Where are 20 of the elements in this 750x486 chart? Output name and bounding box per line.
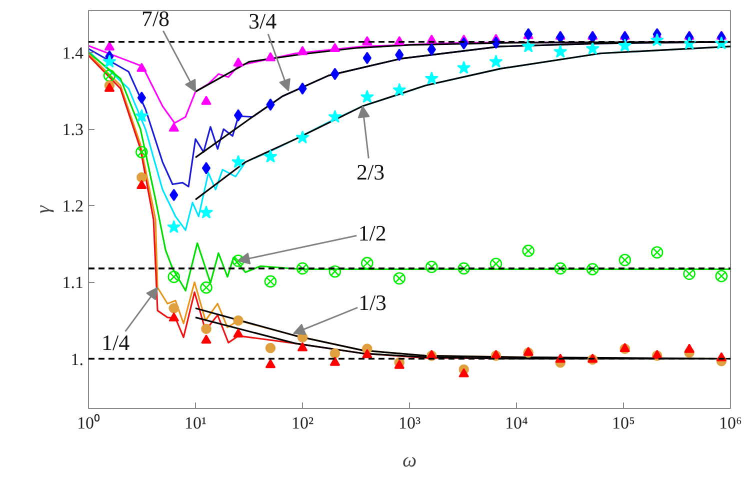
annotation: 1/3 [358,290,387,315]
y-tick-label: 1.3 [62,120,84,140]
y-tick-label: 1. [70,350,84,369]
x-tick-label: 10¹ [184,414,207,432]
y-tick-label: 1.2 [62,196,84,216]
x-axis-title: ω [402,450,417,472]
x-tick-label: 10⁴ [505,414,528,432]
y-tick-label: 1.1 [62,273,84,292]
y-tick-label: 1.4 [62,44,84,63]
x-tick-label: 10² [291,414,314,432]
annotation: 1/4 [102,330,130,356]
y-axis-title: γ [32,204,54,214]
x-tick-label: 10⁶ [719,414,742,432]
x-tick-label: 10⁵ [612,414,636,432]
annotation: 2/3 [356,160,385,185]
annotation: 7/8 [141,6,170,32]
annotation: 1/2 [358,220,386,246]
annotation: 3/4 [248,8,277,34]
x-tick-label: 10³ [398,414,421,432]
x-tick-label: 10⁰ [77,414,100,432]
